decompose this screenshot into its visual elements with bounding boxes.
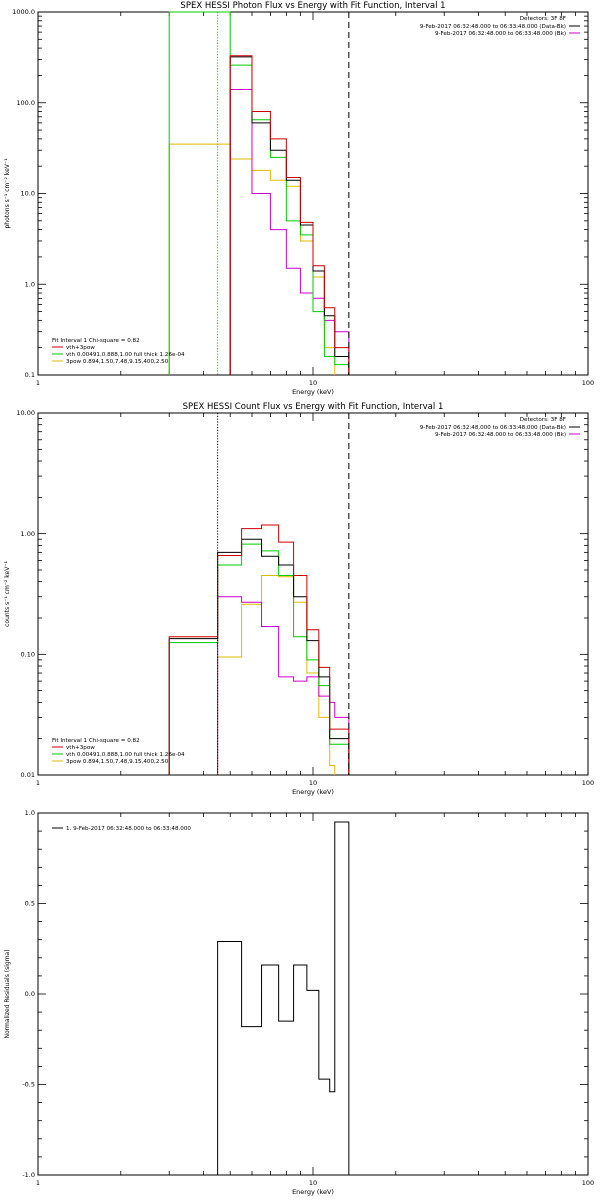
legend-right-header: Detectors: 3F 8F xyxy=(520,16,566,22)
x-tick-label: 100 xyxy=(582,379,594,387)
x-axis-label: Energy (keV) xyxy=(292,788,334,796)
plot-frame xyxy=(37,812,589,1176)
x-axis-label: Energy (keV) xyxy=(292,388,334,396)
series-red-line xyxy=(168,524,350,775)
legend-left-header: Fit Interval 1 Chi-square = 0.82 xyxy=(52,338,140,344)
chart-panel-1: SPEX HESSI Photon Flux vs Energy with Fi… xyxy=(4,1,594,396)
legend-left-entry: 3pow 0.894,1.50,7.48,9.15,400,2.50 xyxy=(66,359,169,365)
y-tick-label: 0.5 xyxy=(25,900,35,908)
legend-left-entry: vth+3pow xyxy=(66,745,95,751)
y-tick-label: 0.10 xyxy=(21,651,35,659)
y-tick-label: 1000.0 xyxy=(12,8,35,16)
series-red-line xyxy=(229,55,350,375)
legend-left-entry: vth 0.00491,0.888,1.00 full thick 1.26e-… xyxy=(66,752,185,758)
y-axis-label: counts s⁻¹ cm⁻² keV⁻¹ xyxy=(4,561,11,627)
y-axis-label: photons s⁻¹ cm⁻² keV⁻¹ xyxy=(4,158,11,229)
legend-right-header: Detectors: 3F 8F xyxy=(520,417,566,423)
series-magenta-line xyxy=(229,88,350,375)
series-yellow-line xyxy=(217,575,336,775)
y-tick-label: 100.0 xyxy=(16,99,35,107)
legend-right-entry: 9-Feb-2017 06:32:48.000 to 06:33:48.000 … xyxy=(420,425,566,431)
y-tick-label: -1.0 xyxy=(22,1171,35,1179)
legend-right-entry: 9-Feb-2017 06:32:48.000 to 06:33:48.000 … xyxy=(435,432,566,438)
legend-entry: 1. 9-Feb-2017 06:32:48.000 to 06:33:48.0… xyxy=(66,826,191,832)
legend-left-entry: vth+3pow xyxy=(66,345,95,351)
y-tick-label: 10.0 xyxy=(21,190,35,198)
chart-title: SPEX HESSI Count Flux vs Energy with Fit… xyxy=(183,402,444,412)
x-tick-label: 10 xyxy=(309,379,317,387)
x-tick-label: 1 xyxy=(36,379,40,387)
y-tick-label: 0.1 xyxy=(25,371,35,379)
y-tick-label: 1.00 xyxy=(21,530,35,538)
chart-panel-2: SPEX HESSI Count Flux vs Energy with Fit… xyxy=(4,402,594,796)
y-tick-label: 10.00 xyxy=(16,409,35,417)
x-tick-label: 1 xyxy=(36,779,40,787)
y-tick-label: 1.0 xyxy=(25,280,35,288)
y-tick-label: 1.0 xyxy=(25,809,35,817)
y-tick-label: 0.0 xyxy=(25,990,35,998)
x-tick-label: 10 xyxy=(309,779,317,787)
series-green-line xyxy=(168,543,350,775)
legend-right-entry: 9-Feb-2017 06:32:48.000 to 06:33:48.000 … xyxy=(435,31,566,37)
series-green-line xyxy=(168,11,350,375)
plot-frame xyxy=(37,11,589,376)
legend-left-header: Fit Interval 1 Chi-square = 0.82 xyxy=(52,738,140,744)
x-tick-label: 10 xyxy=(309,1179,317,1187)
series-black-line xyxy=(217,821,350,1175)
y-axis-label: Normalized Residuals (sigma) xyxy=(4,949,11,1038)
chart-title: SPEX HESSI Photon Flux vs Energy with Fi… xyxy=(180,1,445,11)
x-axis-label: Energy (keV) xyxy=(292,1188,334,1196)
x-tick-label: 100 xyxy=(582,1179,594,1187)
chart-panel-3: Energy (keV) Normalized Residuals (sigma)… xyxy=(4,809,594,1196)
x-tick-label: 100 xyxy=(582,779,594,787)
y-tick-label: -0.5 xyxy=(22,1081,35,1089)
legend-left-entry: 3pow 0.894,1.50,7.48,9.15,400,2.50 xyxy=(66,759,169,765)
series-black-line xyxy=(229,56,350,375)
legend-right-entry: 9-Feb-2017 06:32:48.000 to 06:33:48.000 … xyxy=(420,24,566,30)
y-tick-label: 0.01 xyxy=(21,771,35,779)
series-black-line xyxy=(168,538,350,775)
x-tick-label: 1 xyxy=(36,1179,40,1187)
plot-frame xyxy=(37,412,589,776)
legend-left-entry: vth 0.00491,0.888,1.00 full thick 1.26e-… xyxy=(66,352,185,358)
